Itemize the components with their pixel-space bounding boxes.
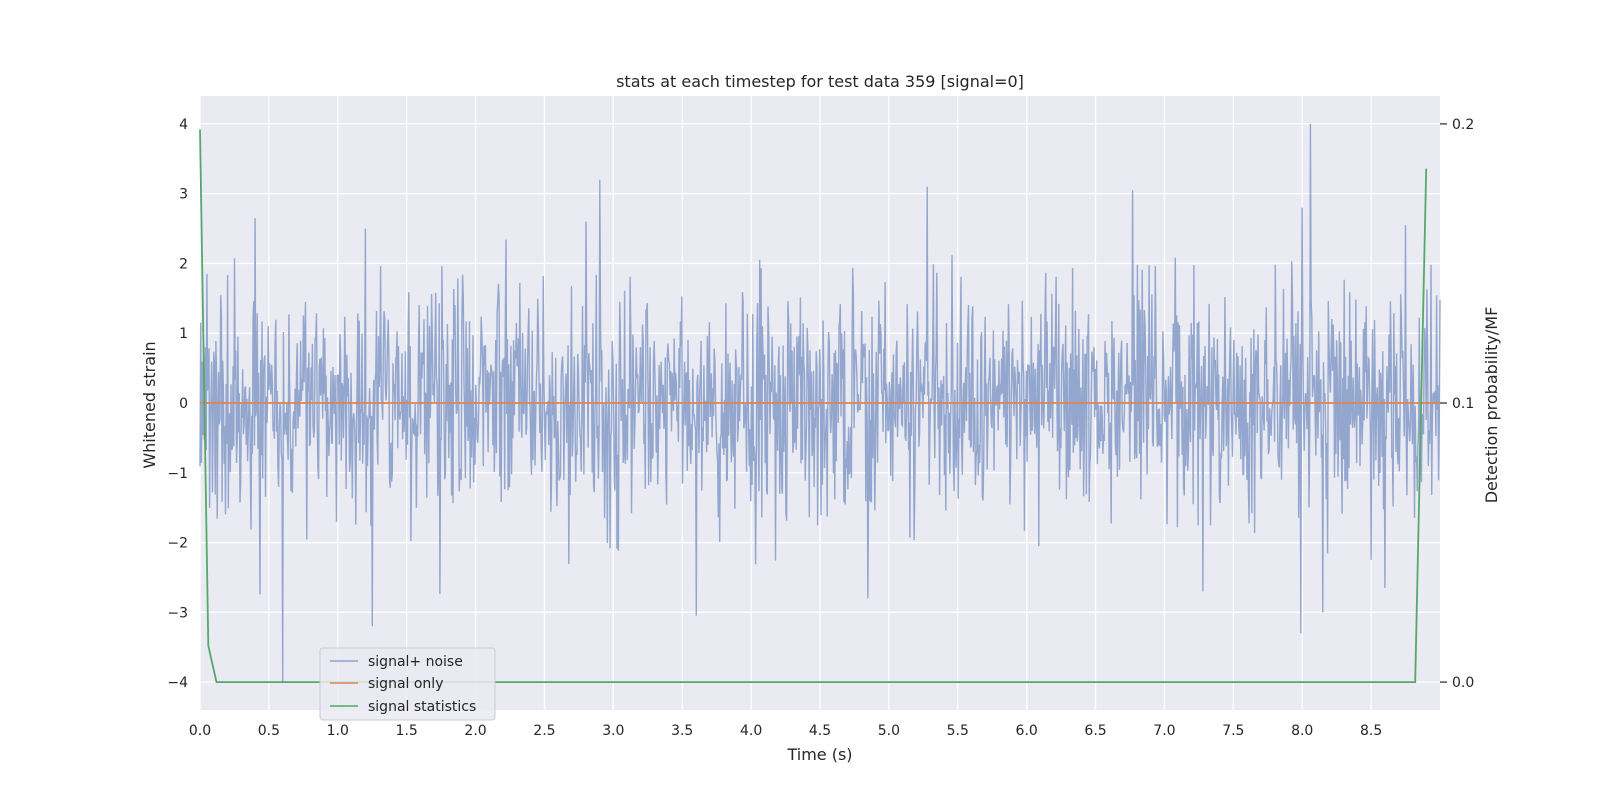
y-axis-label: Whitened strain xyxy=(140,341,159,468)
legend-label-signal-noise: signal+ noise xyxy=(368,654,463,670)
y-tick-label: −3 xyxy=(167,605,188,621)
y-tick-label: 2 xyxy=(179,256,188,272)
y2-axis-label: Detection probability/MF xyxy=(1482,307,1501,504)
y-tick-label: −2 xyxy=(167,536,188,552)
x-tick-label: 0.5 xyxy=(258,723,280,739)
x-tick-label: 5.0 xyxy=(878,723,900,739)
chart-title: stats at each timestep for test data 359… xyxy=(616,72,1024,91)
x-tick-label: 7.5 xyxy=(1222,723,1244,739)
y-tick-label: −4 xyxy=(167,675,188,691)
y-tick-label: 0 xyxy=(179,396,188,412)
x-tick-label: 6.5 xyxy=(1084,723,1106,739)
legend-box xyxy=(319,647,496,721)
y-tick-label: 4 xyxy=(179,117,188,133)
x-tick-label: 8.5 xyxy=(1360,723,1382,739)
x-tick-label: 7.0 xyxy=(1153,723,1175,739)
series-line-signal-statistics xyxy=(199,129,1428,683)
x-tick-label: 2.5 xyxy=(533,723,555,739)
y2-tick-label: 0.2 xyxy=(1452,117,1474,133)
y-tick-label: −1 xyxy=(167,466,188,482)
x-tick-label: 8.0 xyxy=(1291,723,1313,739)
x-tick-label: 2.0 xyxy=(464,723,486,739)
x-tick-label: 4.5 xyxy=(809,723,831,739)
series-layer xyxy=(199,123,1441,683)
x-tick-label: 3.0 xyxy=(602,723,624,739)
x-tick-label: 1.0 xyxy=(327,723,349,739)
legend-label-signal-statistics: signal statistics xyxy=(368,699,476,715)
x-tick-label: 3.5 xyxy=(671,723,693,739)
y-axis-ticks: 4 3 2 1 0 −1 −2 −3 −4 xyxy=(167,117,188,691)
x-tick-label: 1.5 xyxy=(396,723,418,739)
x-axis-label: Time (s) xyxy=(786,745,852,764)
series-line-signal-noise xyxy=(199,123,1441,683)
y2-tick-label: 0.0 xyxy=(1452,675,1474,691)
legend: signal+ noise signal only signal statist… xyxy=(319,647,496,721)
x-tick-label: 6.0 xyxy=(1016,723,1038,739)
legend-label-signal-only: signal only xyxy=(368,676,443,692)
x-tick-label: 5.5 xyxy=(947,723,969,739)
x-tick-label: 0.0 xyxy=(189,723,211,739)
y2-tick-label: 0.1 xyxy=(1452,396,1474,412)
y-tick-label: 3 xyxy=(179,187,188,203)
x-axis-ticks: 0.0 0.5 1.0 1.5 2.0 2.5 3.0 3.5 4.0 4.5 5.0 5.5 6.0 6… xyxy=(189,723,1382,739)
x-tick-label: 4.0 xyxy=(740,723,762,739)
y2-axis-ticks: 0.2 0.1 0.0 xyxy=(1440,117,1474,691)
y-tick-label: 1 xyxy=(179,326,188,342)
